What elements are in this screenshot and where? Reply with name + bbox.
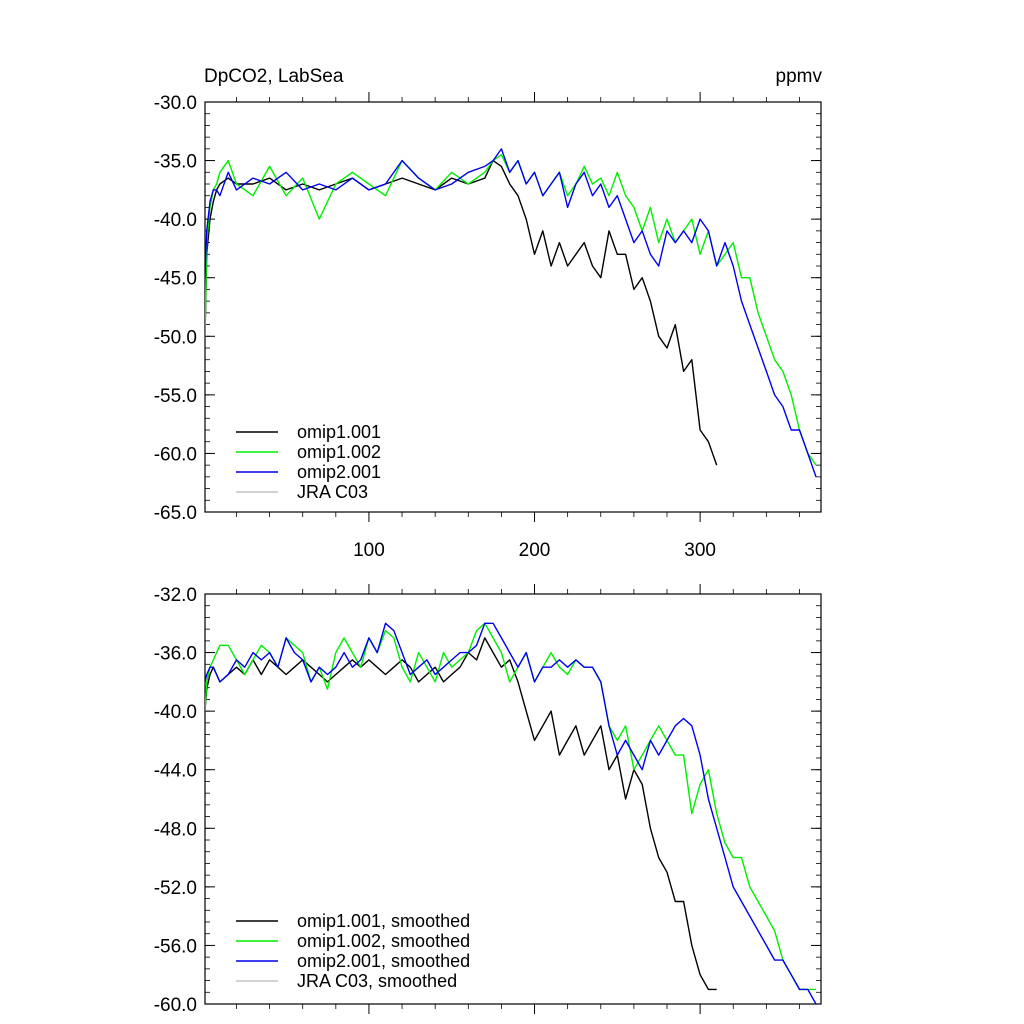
top-legend-label: JRA C03: [297, 482, 368, 502]
top-ytick-label: -35.0: [154, 152, 197, 173]
bottom-ytick-label: -52.0: [154, 878, 197, 899]
top-xtick-label: 300: [684, 540, 716, 561]
bottom-ytick-label: -56.0: [154, 936, 197, 957]
bottom-ytick-label: -40.0: [154, 702, 197, 723]
top-xtick-label: 100: [353, 540, 385, 561]
top-series-line-omip1-002: [205, 153, 817, 466]
bottom-legend-label: JRA C03, smoothed: [297, 971, 457, 991]
bottom-plot-frame: [204, 593, 822, 1005]
bottom-ytick-label: -60.0: [154, 995, 197, 1016]
top-ytick-label: -65.0: [154, 503, 197, 524]
top-panel: DpCO2, LabSea ppmv -30.0 -35.0 -40.0 -45.0 -…: [154, 66, 823, 561]
top-ytick-label: -60.0: [154, 444, 197, 465]
top-ytick-label: -55.0: [154, 386, 197, 407]
bottom-legend-label: omip1.001, smoothed: [297, 911, 470, 931]
bottom-ytick-label: -44.0: [154, 761, 197, 782]
bottom-ytick-label: -36.0: [154, 644, 197, 665]
top-panel-title: DpCO2, LabSea: [204, 66, 344, 87]
top-ytick-label: -30.0: [154, 93, 197, 114]
top-ytick-label: -45.0: [154, 269, 197, 290]
bottom-panel: -32.0 -36.0 -40.0 -44.0 -48.0 -52.0 -56.0 -60.0…: [154, 584, 822, 1016]
top-panel-units: ppmv: [776, 66, 823, 87]
top-legend-label: omip1.002: [297, 442, 381, 462]
bottom-series-line-omip1-001-smoothed: [205, 637, 717, 991]
bottom-legend-label: omip2.001, smoothed: [297, 951, 470, 971]
top-legend-label: omip1.001: [297, 422, 381, 442]
top-ytick-label: -50.0: [154, 327, 197, 348]
bottom-series-line-omip2-001-smoothed: [205, 622, 817, 1004]
bottom-legend-label: omip1.002, smoothed: [297, 931, 470, 951]
top-legend-label: omip2.001: [297, 462, 381, 482]
top-xtick-label: 200: [519, 540, 551, 561]
bottom-ytick-label: -32.0: [154, 585, 197, 606]
top-series-line-omip1-001: [205, 159, 718, 466]
top-series-line-omip2-001: [205, 148, 817, 478]
top-ytick-label: -40.0: [154, 210, 197, 231]
bottom-ytick-label: -48.0: [154, 819, 197, 840]
